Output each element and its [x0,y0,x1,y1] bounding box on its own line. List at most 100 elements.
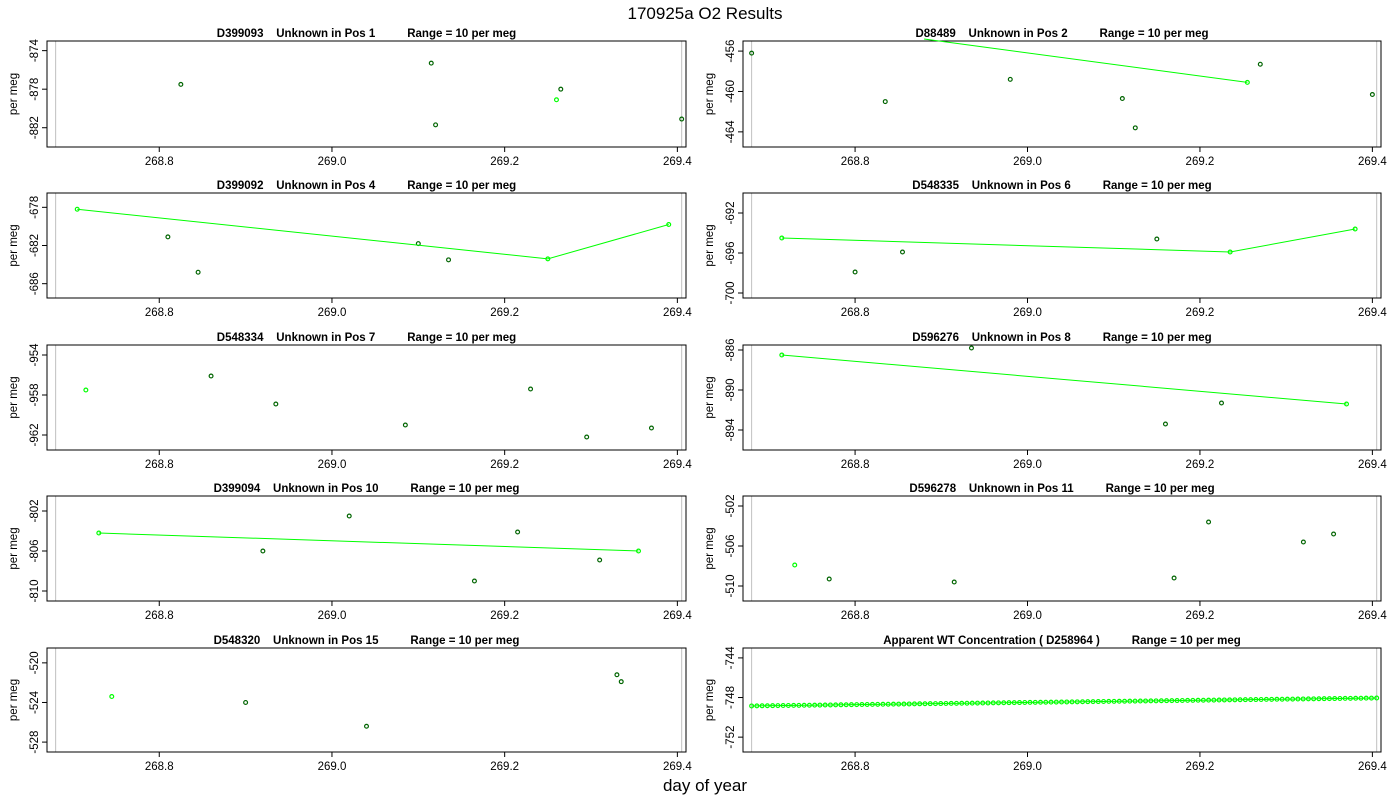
y-axis-label: per meg [8,73,20,115]
y-axis-label: per meg [704,73,716,115]
reference-point [990,700,996,706]
sample-point [1300,539,1306,545]
reference-point [827,702,833,708]
reference-point [1227,249,1233,255]
sample-point [165,234,171,240]
reference-point [1074,699,1080,705]
x-tick-label: 269.0 [1013,156,1042,168]
x-tick-label: 269.0 [1013,610,1042,622]
reference-point [1095,699,1101,705]
reference-point [1368,695,1374,701]
sample-point [433,122,439,128]
plot-frame [742,344,1382,451]
sample-point [951,579,957,585]
sample-point [1171,575,1177,581]
x-tick-label: 269.4 [663,459,692,471]
panels-grid: D399093 Unknown in Pos 1 Range = 10 per … [8,28,1387,773]
reference-point [666,222,672,228]
reference-point [1043,699,1049,705]
panel-7: D399094 Unknown in Pos 10 Range = 10 per… [8,483,692,622]
reference-point [1352,226,1358,232]
reference-point [1069,699,1075,705]
reference-point [969,700,975,706]
sample-point [178,81,184,87]
reference-point [792,562,798,568]
x-tick-label: 269.0 [318,459,347,471]
y-tick-label: -878 [29,78,41,101]
reference-point [1284,696,1290,702]
sample-point [1154,236,1160,242]
x-tick-label: 269.0 [318,610,347,622]
x-tick-label: 268.8 [841,610,870,622]
x-tick-label: 268.8 [841,307,870,319]
reference-point [779,235,785,241]
reference-point [848,702,854,708]
sample-point [528,386,534,392]
x-tick-label: 269.2 [490,307,519,319]
reference-point [1337,695,1343,701]
reference-point [109,694,115,700]
reference-point [1332,696,1338,702]
reference-point [1374,695,1380,701]
reference-point [1242,697,1248,703]
y-axis-label: per meg [704,679,716,721]
x-tick-label: 269.2 [1186,156,1215,168]
x-tick-label: 269.4 [663,761,692,773]
reference-point [869,701,875,707]
y-tick-label: -806 [29,539,41,562]
x-tick-label: 268.8 [841,459,870,471]
sample-point [364,723,370,729]
reference-point [833,702,839,708]
reference-point [1342,695,1348,701]
y-tick-label: -802 [29,499,41,522]
x-tick-label: 269.2 [490,156,519,168]
panel-2: D88489 Unknown in Pos 2 Range = 10 per m… [704,28,1387,168]
y-tick-label: -510 [725,574,737,597]
reference-point [1006,700,1012,706]
reference-point [1090,699,1096,705]
panel-title: D548320 Unknown in Pos 15 Range = 10 per… [214,635,520,647]
reference-point [875,701,881,707]
panel-6: D596276 Unknown in Pos 8 Range = 10 per … [704,332,1387,471]
reference-point [896,701,902,707]
y-axis-label: per meg [8,527,20,569]
y-tick-label: -528 [29,731,41,754]
reference-point [1022,699,1028,705]
y-tick-label: -682 [29,234,41,257]
reference-point [83,387,89,393]
reference-point [1300,696,1306,702]
reference-point [1032,699,1038,705]
reference-point [1185,697,1191,703]
reference-line [781,354,1347,405]
x-tick-label: 268.8 [145,307,174,319]
reference-line [923,38,1248,83]
reference-point [785,702,791,708]
reference-point [1132,698,1138,704]
y-tick-label: -456 [725,40,737,63]
reference-point [1227,697,1233,703]
reference-point [1316,696,1322,702]
plot-frame [742,495,1382,602]
reference-point [1221,697,1227,703]
x-tick-label: 269.2 [490,459,519,471]
reference-point [1295,696,1301,702]
reference-point [964,700,970,706]
x-tick-label: 268.8 [145,156,174,168]
reference-point [553,97,559,103]
x-tick-label: 269.4 [663,610,692,622]
x-tick-label: 269.4 [1358,610,1387,622]
reference-point [1344,401,1350,407]
sample-point [402,422,408,428]
panel-title: D548334 Unknown in Pos 7 Range = 10 per … [217,332,516,344]
reference-point [1326,696,1332,702]
reference-line [751,697,1377,707]
reference-point [859,702,865,708]
x-tick-label: 269.4 [663,307,692,319]
reference-point [1244,79,1250,85]
reference-point [749,703,755,709]
sample-point [1369,92,1375,98]
reference-point [1321,696,1327,702]
sample-point [1132,125,1138,131]
y-tick-label: -696 [725,241,737,264]
reference-point [959,700,965,706]
